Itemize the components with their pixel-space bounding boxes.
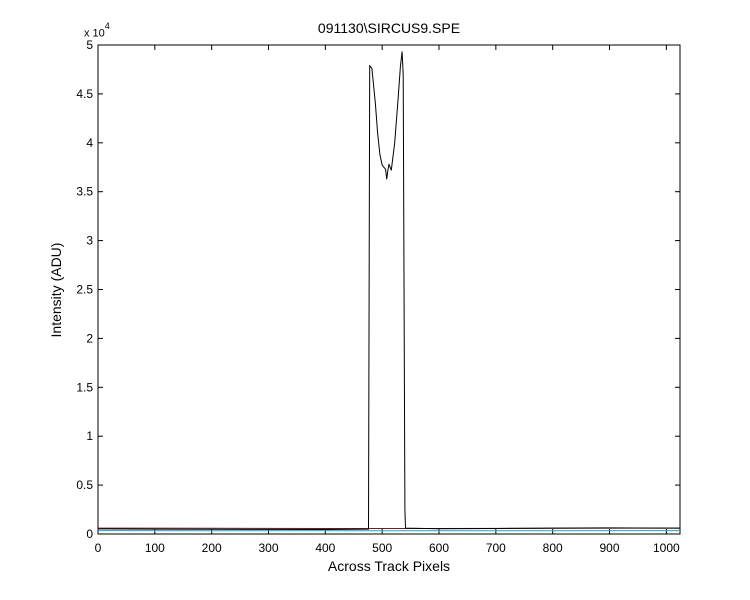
- y-axis-multiplier: x 104: [84, 21, 110, 40]
- x-tick-label: 200: [202, 541, 222, 555]
- chart-title: 091130\SIRCUS9.SPE: [317, 20, 461, 36]
- y-tick-label: 4.5: [76, 87, 93, 101]
- y-axis-multiplier-base: x 10: [84, 27, 105, 40]
- y-tick-label: 2: [86, 331, 93, 345]
- x-ticks: 0 100 200 300 400 500 600 700 800 900 1000: [95, 45, 680, 555]
- y-tick-label: 2.5: [76, 283, 93, 297]
- y-tick-label: 5: [86, 38, 93, 52]
- x-tick-label: 1000: [653, 541, 680, 555]
- x-tick-label: 500: [372, 541, 392, 555]
- y-tick-label: 3.5: [76, 185, 93, 199]
- y-tick-label: 0.5: [76, 478, 93, 492]
- x-tick-label: 100: [145, 541, 165, 555]
- x-tick-label: 800: [543, 541, 563, 555]
- x-tick-label: 700: [486, 541, 506, 555]
- series-group: [97, 51, 681, 532]
- y-ticks: 0 0.5 1 1.5 2 2.5 3 3.5 4 4.5 5: [76, 38, 680, 541]
- x-tick-label: 600: [429, 541, 449, 555]
- series-line: [97, 51, 681, 530]
- y-tick-label: 3: [86, 234, 93, 248]
- y-tick-label: 0: [86, 527, 93, 541]
- axes-box: [97, 44, 681, 535]
- x-tick-label: 400: [315, 541, 335, 555]
- y-tick-label: 4: [86, 136, 93, 150]
- y-tick-label: 1.5: [76, 380, 93, 394]
- x-axis-label: Across Track Pixels: [327, 558, 451, 574]
- y-tick-label: 1: [86, 429, 93, 443]
- y-axis-multiplier-exponent: 4: [104, 21, 110, 31]
- x-tick-label: 300: [258, 541, 278, 555]
- x-tick-label: 900: [600, 541, 620, 555]
- x-tick-label: 0: [95, 541, 102, 555]
